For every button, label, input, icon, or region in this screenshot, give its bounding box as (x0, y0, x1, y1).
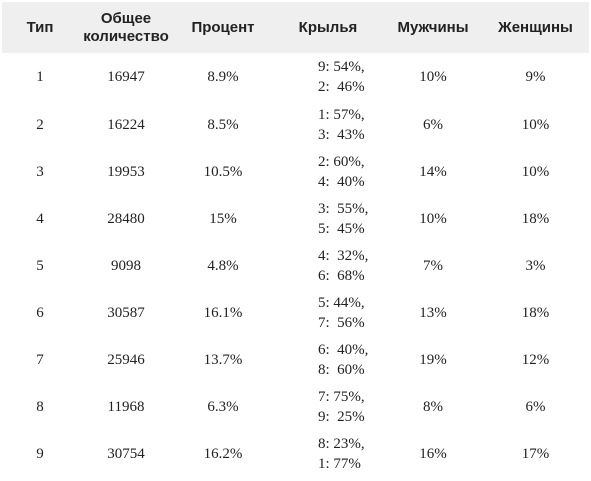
cell-type: 9 (36, 445, 44, 462)
cell-women: 3% (525, 257, 546, 274)
cell-wings: 3: 55%, 5: 45% (272, 195, 384, 242)
wing-line-2: 6: 68% (318, 267, 365, 284)
wing-line-1: 9: 54%, (318, 59, 365, 75)
cell-type: 7 (36, 351, 44, 368)
wing-line-2: 3: 43% (318, 126, 365, 143)
cell-total: 30754 (107, 445, 145, 462)
cell-percent: 4.8% (207, 257, 239, 274)
table-row: 7 25946 13.7% 6: 40%, 8: 60% 19% 12% (2, 336, 589, 383)
wing-line-2: 4: 40% (318, 173, 365, 190)
cell-wings: 8: 23%, 1: 77% (272, 430, 384, 477)
cell-total: 19953 (107, 163, 145, 180)
cell-men: 8% (423, 398, 443, 415)
wing-line-2: 7: 56% (318, 314, 365, 331)
cell-percent: 8.9% (207, 69, 239, 85)
wing-line-2: 8: 60% (318, 361, 365, 378)
wing-line-1: 1: 57%, (318, 106, 365, 123)
wing-line-2: 2: 46% (318, 79, 365, 95)
cell-type: 8 (36, 398, 44, 415)
wing-line-1: 5: 44%, (318, 294, 365, 311)
header-total-line1: Общее (100, 9, 152, 27)
cell-women: 9% (525, 69, 546, 85)
cell-percent: 16.1% (203, 304, 243, 321)
wing-line-1: 6: 40%, (318, 341, 369, 358)
table-row: 5 9098 4.8% 4: 32%, 6: 68% 7% 3% (2, 242, 589, 289)
wing-line-1: 7: 75%, (318, 388, 365, 405)
table-row: 8 11968 6.3% 7: 75%, 9: 25% 8% 6% (2, 383, 589, 430)
table-row: 9 30754 16.2% 8: 23%, 1: 77% 16% 17% (2, 430, 589, 477)
cell-total: 30587 (107, 304, 145, 321)
cell-men: 19% (419, 351, 447, 368)
header-total-line2: количество (83, 27, 169, 45)
cell-wings: 2: 60%, 4: 40% (272, 148, 384, 195)
wing-line-1: 4: 32%, (318, 247, 369, 264)
cell-type: 1 (36, 69, 44, 85)
cell-men: 10% (419, 69, 447, 85)
header-type: Тип (2, 2, 78, 53)
wing-line-2: 9: 25% (318, 408, 365, 425)
cell-percent: 16.2% (203, 445, 243, 462)
cell-women: 17% (521, 445, 550, 462)
table-header-row: Тип Общее количество Процент Крылья Мужч… (2, 2, 589, 53)
cell-wings: 6: 40%, 8: 60% (272, 336, 384, 383)
cell-total: 28480 (107, 210, 145, 227)
wing-line-1: 3: 55%, (318, 200, 369, 217)
header-women: Женщины (482, 2, 589, 53)
wing-line-2: 1: 77% (318, 455, 361, 472)
cell-total: 9098 (111, 257, 141, 274)
cell-type: 6 (36, 304, 44, 321)
cell-men: 14% (419, 163, 447, 180)
table-row: 3 19953 10.5% 2: 60%, 4: 40% 14% 10% (2, 148, 589, 195)
cell-total: 11968 (107, 398, 145, 415)
cell-men: 16% (419, 445, 447, 462)
cell-women: 12% (521, 351, 550, 368)
cell-wings: 1: 57%, 3: 43% (272, 101, 384, 148)
cell-type: 2 (36, 116, 44, 133)
cell-percent: 13.7% (203, 351, 243, 368)
table-row: 2 16224 8.5% 1: 57%, 3: 43% 6% 10% (2, 101, 589, 148)
cell-total: 16947 (107, 69, 145, 85)
cell-type: 3 (36, 163, 44, 180)
cell-total: 16224 (107, 116, 145, 133)
cell-total: 25946 (107, 351, 145, 368)
cell-women: 6% (525, 398, 546, 415)
cell-percent: 6.3% (207, 398, 239, 415)
header-total: Общее количество (78, 2, 174, 53)
cell-wings: 4: 32%, 6: 68% (272, 242, 384, 289)
table-row: 4 28480 15% 3: 55%, 5: 45% 10% 18% (2, 195, 589, 242)
cell-wings: 7: 75%, 9: 25% (272, 383, 384, 430)
table-row: 6 30587 16.1% 5: 44%, 7: 56% 13% 18% (2, 289, 589, 336)
cell-women: 10% (521, 163, 550, 180)
cell-type: 4 (36, 210, 44, 227)
cell-percent: 8.5% (207, 116, 239, 133)
wing-line-1: 2: 60%, (318, 153, 365, 170)
header-wings: Крылья (272, 2, 384, 53)
cell-men: 6% (423, 116, 443, 133)
cell-wings: 5: 44%, 7: 56% (272, 289, 384, 336)
wing-line-1: 8: 23%, (318, 435, 365, 452)
cell-men: 7% (423, 257, 443, 274)
cell-percent: 10.5% (203, 163, 243, 180)
cell-percent: 15% (209, 210, 237, 227)
cell-women: 10% (521, 116, 550, 133)
cell-men: 10% (419, 210, 447, 227)
header-men: Мужчины (384, 2, 482, 53)
cell-wings: 9: 54%, 2: 46% (272, 53, 384, 101)
cell-women: 18% (521, 304, 550, 321)
cell-men: 13% (419, 304, 447, 321)
header-percent: Процент (174, 2, 272, 53)
cell-type: 5 (36, 257, 44, 274)
cell-women: 18% (521, 210, 550, 227)
wing-line-2: 5: 45% (318, 220, 365, 237)
table-row: 1 16947 8.9% 9: 54%, 2: 46% 10% 9% (2, 53, 589, 101)
